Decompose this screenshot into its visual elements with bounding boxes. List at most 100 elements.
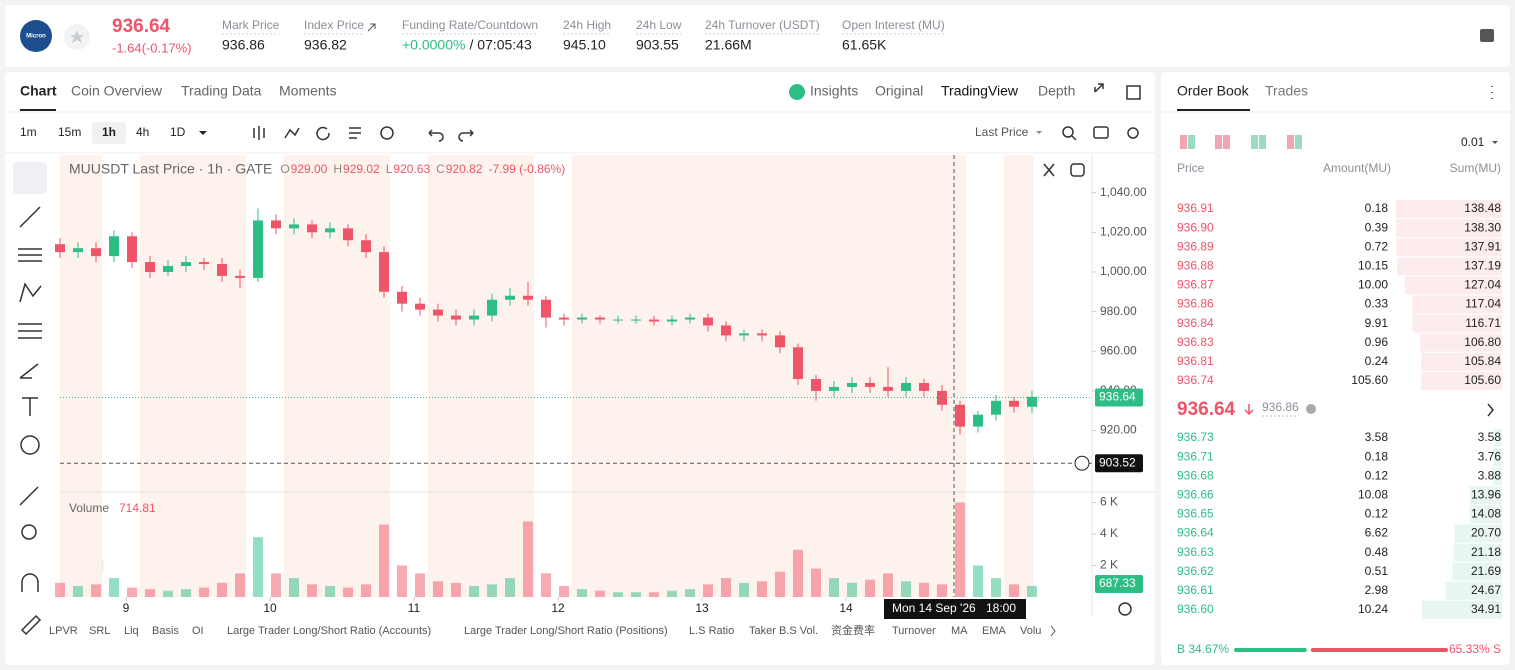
indicator[interactable]: 资金费率	[831, 623, 875, 637]
depth-bar	[1452, 562, 1502, 581]
interval[interactable]: 1m	[20, 125, 37, 139]
depth-bar	[1412, 295, 1502, 314]
y-tick-label: 980.00	[1100, 304, 1137, 318]
crosshair-plus	[1074, 455, 1090, 471]
indicator[interactable]: OI	[192, 625, 204, 637]
candle-body	[343, 228, 353, 241]
ob-amount: 10.00	[1358, 278, 1388, 292]
volume-bar	[577, 589, 587, 597]
stat-value: 936.82	[304, 37, 347, 53]
candle-body	[145, 262, 155, 272]
view-tab[interactable]: Original	[875, 83, 923, 99]
tab[interactable]: Moments	[279, 83, 337, 99]
ob-amount: 0.96	[1365, 335, 1389, 349]
indicator[interactable]: Large Trader Long/Short Ratio (Accounts)	[227, 625, 431, 637]
view-tab[interactable]: TradingView	[941, 83, 1019, 99]
view-tab[interactable]: Depth	[1038, 83, 1075, 99]
stat-label: Open Interest (MU)	[842, 18, 945, 32]
interval[interactable]: 4h	[136, 125, 149, 139]
indicator[interactable]: Taker B.S Vol.	[749, 625, 818, 637]
candle-body	[739, 333, 749, 336]
candle-body	[577, 317, 587, 320]
ob-price: 936.66	[1177, 487, 1214, 501]
indicator[interactable]: Large Trader Long/Short Ratio (Positions…	[464, 625, 668, 637]
ob-price: 936.81	[1177, 354, 1214, 368]
indicator[interactable]: L.S Ratio	[689, 625, 734, 637]
indicator[interactable]: Turnover	[892, 625, 936, 637]
interval[interactable]: 1D	[170, 125, 186, 139]
candle-body	[73, 248, 83, 253]
layout-icon	[1188, 135, 1195, 149]
ob-sum: 21.69	[1471, 564, 1501, 578]
y-tick-label: 920.00	[1100, 423, 1137, 437]
precision[interactable]: 0.01	[1461, 135, 1485, 149]
ob-amount: 0.39	[1365, 220, 1389, 234]
indicator[interactable]: EMA	[982, 625, 1007, 637]
layout-icon	[1251, 135, 1258, 149]
ob-tab[interactable]: Trades	[1265, 83, 1308, 99]
cross-price-tag	[1095, 454, 1143, 473]
volume-value: 714.81	[119, 501, 156, 515]
down-arrow	[1244, 404, 1254, 416]
ob-price: 936.89	[1177, 239, 1214, 253]
volume-last: 687.33	[1099, 576, 1136, 590]
ob-amount: 105.60	[1351, 373, 1388, 387]
indicator[interactable]: LPVR	[49, 625, 78, 637]
stat-label: Index Price	[304, 18, 364, 32]
ob-price: 936.88	[1177, 258, 1214, 272]
ob-tab[interactable]: Order Book	[1177, 83, 1250, 99]
price-source[interactable]: Last Price	[975, 125, 1029, 139]
active-tool[interactable]	[13, 162, 47, 194]
countdown: / 07:05:43	[469, 37, 531, 53]
stat-value: 61.65K	[842, 37, 887, 53]
interval-active	[92, 122, 126, 144]
indicator[interactable]: Basis	[152, 625, 179, 637]
ob-amount: 0.33	[1365, 297, 1389, 311]
y-tick-label: 1,000.00	[1100, 264, 1147, 278]
legend-text: H	[333, 162, 342, 176]
volume-bar	[955, 502, 965, 597]
volume-bar	[613, 592, 623, 597]
ob-sum: 116.71	[1465, 316, 1501, 330]
ob-amount: 10.15	[1358, 258, 1388, 272]
depth-bar	[1453, 543, 1502, 562]
candle-body	[667, 319, 677, 322]
candle-body	[289, 224, 299, 229]
interval[interactable]: 15m	[58, 125, 81, 139]
legend-text: -7.99 (-0.86%)	[489, 162, 566, 176]
ob-price: 936.91	[1177, 201, 1214, 215]
stat-value: 936.86	[222, 37, 265, 53]
tab[interactable]: Coin Overview	[71, 83, 163, 99]
candle-body	[253, 220, 263, 278]
legend-text: L	[386, 162, 393, 176]
interval[interactable]: 1h	[102, 125, 116, 139]
shield-icon	[1306, 404, 1316, 414]
tab[interactable]: Chart	[20, 83, 57, 99]
session-shade	[1004, 155, 1034, 597]
volume-bar	[181, 589, 191, 597]
volume-bar	[235, 573, 245, 597]
tab[interactable]: Trading Data	[181, 83, 262, 99]
ob-sum: 137.91	[1464, 239, 1501, 253]
header-icon[interactable]	[1480, 29, 1494, 42]
stat-label: Funding Rate/Countdown	[402, 18, 538, 32]
indicator[interactable]: Volu	[1020, 625, 1041, 637]
stat-value: 945.10	[563, 37, 606, 53]
candle-body	[793, 347, 803, 380]
layout-icon	[1287, 135, 1294, 149]
indicator[interactable]: SRL	[89, 625, 110, 637]
volume-bar	[559, 585, 569, 597]
candle-body	[469, 315, 479, 320]
candle-body	[415, 303, 425, 310]
indicator[interactable]: MA	[951, 625, 968, 637]
indicator[interactable]: Liq	[124, 625, 139, 637]
ob-price: 936.63	[1177, 545, 1214, 559]
stat-label: 24h Low	[636, 18, 682, 32]
price-change: -1.64(-0.17%)	[112, 40, 191, 55]
candle-body	[217, 264, 227, 276]
view-tab[interactable]: Insights	[810, 83, 858, 99]
volume-bar	[289, 578, 299, 597]
crosshair-date: Mon 14 Sep '26	[892, 601, 976, 615]
logo	[20, 20, 52, 52]
sell-bar	[1310, 648, 1448, 652]
